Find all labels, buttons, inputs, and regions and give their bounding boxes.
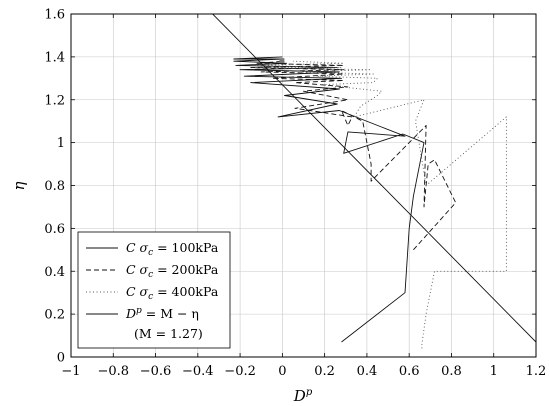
cluster-end-marker xyxy=(279,58,285,64)
x-tick-label: −0.2 xyxy=(224,364,256,379)
x-tick-label: −0.8 xyxy=(97,364,129,379)
x-tick-label: −0.4 xyxy=(182,364,214,379)
y-tick-label: 0.8 xyxy=(44,179,65,194)
y-tick-label: 0.4 xyxy=(44,265,65,280)
y-tick-label: 1 xyxy=(57,136,65,151)
grid xyxy=(70,13,537,358)
legend: C σc = 100kPa C σc = 200kPa C σc = 400kPa D… xyxy=(77,231,231,349)
x-tick-label: 0.2 xyxy=(314,364,335,379)
y-axis-label: η xyxy=(10,182,28,191)
legend-box xyxy=(77,231,231,349)
y-tick-label: 1.6 xyxy=(44,8,65,23)
y-tick-label: 0 xyxy=(57,351,65,366)
legend-label-3: Dp = M − η xyxy=(125,306,199,321)
x-tick-label: −0.6 xyxy=(140,364,172,379)
x-tick-label: 0.8 xyxy=(441,364,462,379)
x-tick-label: 1 xyxy=(490,364,498,379)
legend-label-2: C σc = 400kPa xyxy=(126,284,219,302)
series-line-1 xyxy=(250,60,457,251)
y-tick-label: 0.6 xyxy=(44,222,65,237)
legend-label-0: C σc = 100kPa xyxy=(126,240,219,258)
legend-label-3-line2: (M = 1.27) xyxy=(134,326,203,341)
x-tick-label: 0.4 xyxy=(357,364,378,379)
x-tick-label: 0 xyxy=(278,364,286,379)
legend-label-1: C σc = 200kPa xyxy=(126,262,219,280)
x-tick-label: 0.6 xyxy=(399,364,420,379)
x-axis-label: Dp xyxy=(293,387,313,405)
series-line-3 xyxy=(211,14,536,343)
x-tick-label: 1.2 xyxy=(526,364,547,379)
ticks: −1 −0.8 −0.6 −0.4 −0.2 0 0.2 0.4 0.6 0.8 1 1.2 0 0.2 0… xyxy=(44,8,546,380)
y-tick-label: 1.2 xyxy=(44,93,65,108)
series-line-2 xyxy=(252,60,507,349)
x-tick-label: −1 xyxy=(61,364,80,379)
y-tick-label: 0.2 xyxy=(44,308,65,323)
y-tick-label: 1.4 xyxy=(44,50,65,65)
series-layer xyxy=(211,14,536,349)
series-line-0 xyxy=(233,56,425,343)
